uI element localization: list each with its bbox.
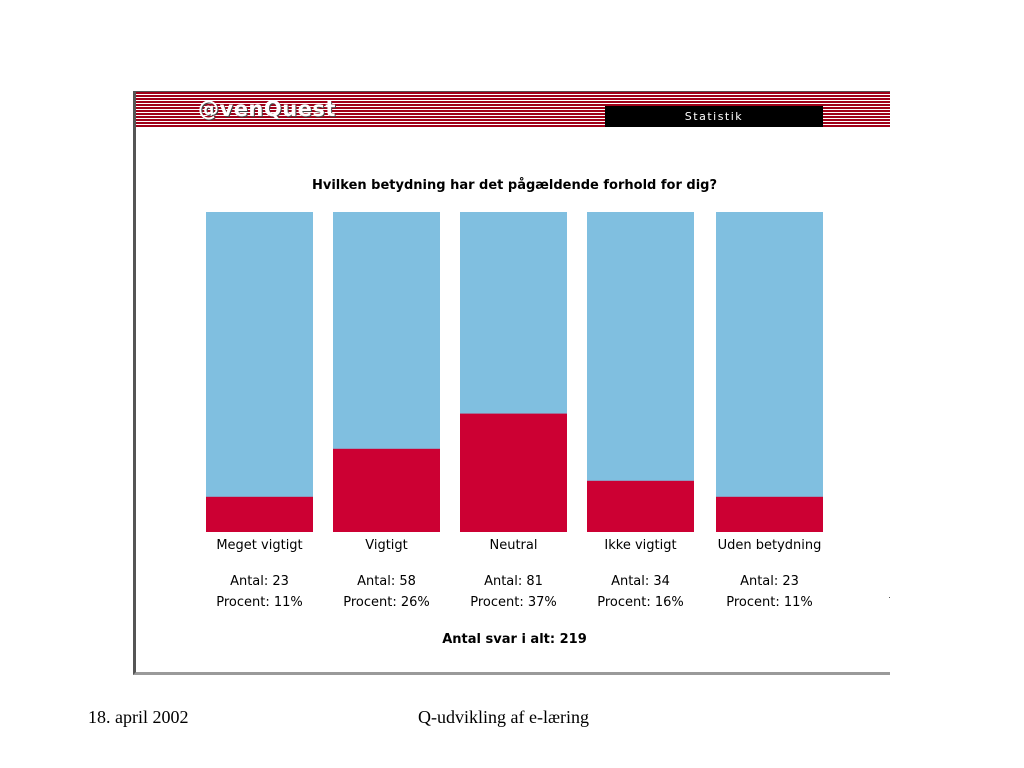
total-value: 219 (559, 632, 587, 647)
edge-tick (889, 597, 890, 598)
bar-value-uden-betydning (716, 496, 823, 532)
footer-title: Q-udvikling af e-læring (418, 707, 589, 727)
category-label-meget-vigtigt: Meget vigtigt (216, 538, 303, 553)
bar-value-neutral (460, 413, 567, 532)
bar-value-ikke-vigtigt (587, 480, 694, 532)
category-label-ikke-vigtigt: Ikke vigtigt (604, 538, 677, 553)
count-label-uden-betydning: Antal: 23 (740, 574, 799, 589)
percent-label-vigtigt: Procent: 26% (343, 595, 430, 610)
survey-statistics-panel: @venQuest Statistik Hvilken betydning ha… (133, 91, 890, 675)
total-responses: Antal svar i alt: 219 (136, 632, 890, 647)
header-banner: @venQuest Statistik (136, 92, 890, 127)
bar-value-vigtigt (333, 448, 440, 532)
statistik-tab[interactable]: Statistik (605, 106, 823, 127)
percent-label-uden-betydning: Procent: 11% (726, 595, 813, 610)
bar-chart (206, 212, 823, 532)
percent-label-neutral: Procent: 37% (470, 595, 557, 610)
bar-remainder-meget-vigtigt (206, 212, 313, 532)
category-label-uden-betydning: Uden betydning (717, 538, 822, 553)
count-label-ikke-vigtigt: Antal: 34 (611, 574, 670, 589)
category-label-vigtigt: Vigtigt (365, 538, 408, 553)
bar-value-meget-vigtigt (206, 496, 313, 532)
footer-date: 18. april 2002 (88, 707, 189, 727)
category-label-neutral: Neutral (489, 538, 538, 553)
percent-label-meget-vigtigt: Procent: 11% (216, 595, 303, 610)
count-label-vigtigt: Antal: 58 (357, 574, 416, 589)
count-label-neutral: Antal: 81 (484, 574, 543, 589)
total-label: Antal svar i alt: (442, 632, 556, 647)
avenquest-logo: @venQuest (198, 97, 336, 121)
chart-title: Hvilken betydning har det pågældende for… (312, 178, 717, 193)
percent-label-ikke-vigtigt: Procent: 16% (597, 595, 684, 610)
bar-remainder-uden-betydning (716, 212, 823, 532)
bar-remainder-ikke-vigtigt (587, 212, 694, 532)
count-label-meget-vigtigt: Antal: 23 (230, 574, 289, 589)
